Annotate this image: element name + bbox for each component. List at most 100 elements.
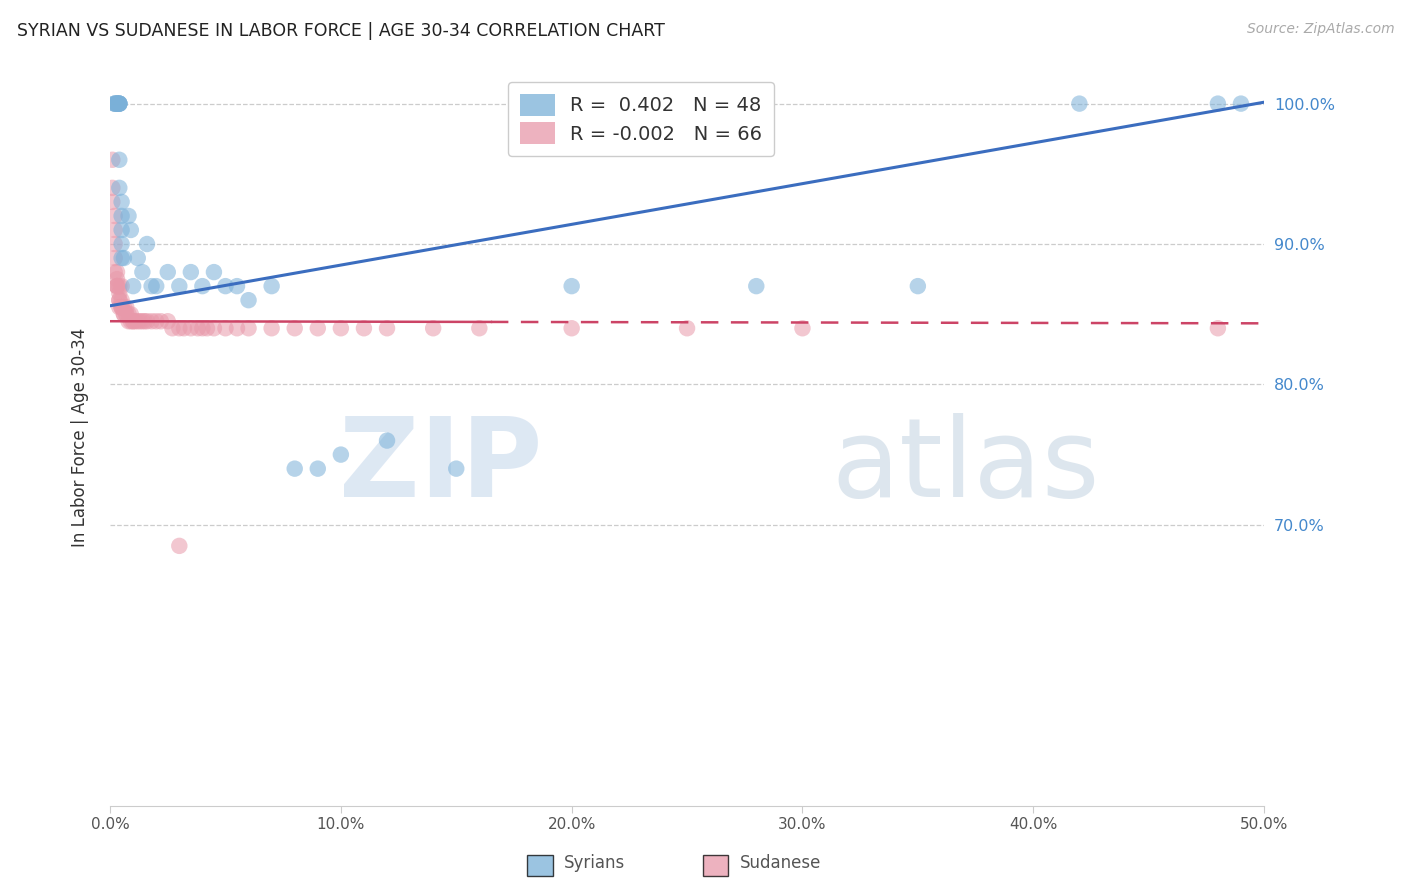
Point	[329, 321, 352, 335]
Point	[117, 209, 139, 223]
Point	[145, 314, 167, 328]
Point	[136, 314, 159, 328]
Point	[561, 279, 583, 293]
Point	[187, 321, 209, 335]
Point	[131, 265, 153, 279]
Point	[202, 265, 225, 279]
Point	[141, 279, 163, 293]
Point	[104, 223, 127, 237]
Point	[238, 321, 260, 335]
Point	[105, 96, 128, 111]
Point	[110, 209, 132, 223]
Point	[202, 321, 225, 335]
Point	[792, 321, 814, 335]
Point	[676, 321, 699, 335]
Point	[422, 321, 444, 335]
Point	[375, 434, 398, 448]
Point	[108, 153, 131, 167]
Point	[122, 314, 145, 328]
Point	[104, 96, 127, 111]
Point	[110, 223, 132, 237]
Point	[117, 307, 139, 321]
Point	[120, 223, 142, 237]
Point	[162, 321, 184, 335]
Point	[468, 321, 491, 335]
Point	[108, 300, 131, 314]
Y-axis label: In Labor Force | Age 30-34: In Labor Force | Age 30-34	[72, 327, 89, 547]
Point	[105, 279, 128, 293]
Point	[226, 321, 249, 335]
Point	[136, 237, 159, 252]
Point	[191, 321, 214, 335]
Point	[110, 279, 132, 293]
Point	[108, 96, 131, 111]
Text: Syrians: Syrians	[564, 855, 626, 872]
Text: SYRIAN VS SUDANESE IN LABOR FORCE | AGE 30-34 CORRELATION CHART: SYRIAN VS SUDANESE IN LABOR FORCE | AGE …	[17, 22, 665, 40]
Point	[104, 237, 127, 252]
Point	[307, 321, 329, 335]
Point	[108, 96, 131, 111]
Point	[180, 321, 202, 335]
Point	[108, 286, 131, 301]
Point	[108, 96, 131, 111]
Point	[110, 194, 132, 209]
Point	[238, 293, 260, 308]
Point	[446, 461, 468, 475]
Text: atlas: atlas	[831, 413, 1099, 520]
Point	[115, 307, 138, 321]
Point	[105, 265, 128, 279]
Point	[214, 321, 236, 335]
Point	[260, 321, 283, 335]
Point	[101, 181, 124, 195]
Point	[110, 300, 132, 314]
Point	[105, 272, 128, 286]
Point	[284, 321, 307, 335]
Point	[105, 96, 128, 111]
Point	[129, 314, 152, 328]
Point	[226, 279, 249, 293]
Point	[214, 279, 236, 293]
Point	[127, 251, 149, 265]
Point	[104, 96, 127, 111]
Point	[127, 314, 149, 328]
Point	[105, 96, 128, 111]
Point	[108, 96, 131, 111]
Point	[169, 321, 191, 335]
Point	[112, 307, 135, 321]
Point	[1206, 321, 1229, 335]
Point	[112, 300, 135, 314]
Point	[112, 307, 135, 321]
Point	[104, 265, 127, 279]
Point	[260, 279, 283, 293]
Point	[104, 209, 127, 223]
Point	[105, 279, 128, 293]
Point	[110, 300, 132, 314]
Point	[124, 314, 146, 328]
Point	[101, 153, 124, 167]
Point	[195, 321, 218, 335]
Point	[108, 96, 131, 111]
Point	[105, 96, 128, 111]
Point	[173, 321, 195, 335]
Point	[101, 194, 124, 209]
Point	[561, 321, 583, 335]
Point	[191, 279, 214, 293]
Point	[145, 279, 167, 293]
Point	[149, 314, 172, 328]
Point	[117, 314, 139, 328]
Point	[1230, 96, 1253, 111]
Point	[180, 265, 202, 279]
Point	[284, 461, 307, 475]
Point	[105, 279, 128, 293]
Point	[108, 279, 131, 293]
Point	[104, 251, 127, 265]
Point	[375, 321, 398, 335]
Point	[1069, 96, 1091, 111]
Point	[120, 314, 142, 328]
Point	[122, 314, 145, 328]
Point	[110, 293, 132, 308]
Point	[110, 251, 132, 265]
Text: Source: ZipAtlas.com: Source: ZipAtlas.com	[1247, 22, 1395, 37]
Point	[169, 539, 191, 553]
Point	[156, 265, 179, 279]
